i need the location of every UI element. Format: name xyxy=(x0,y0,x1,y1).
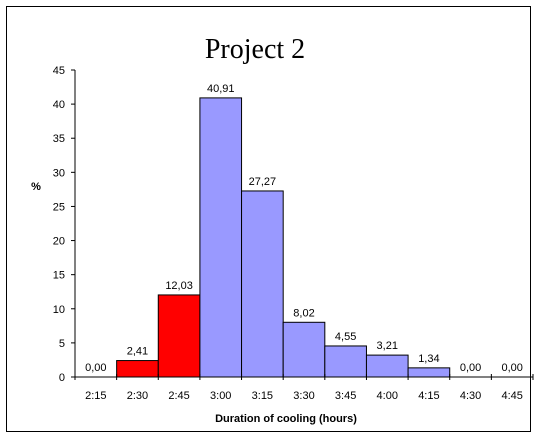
data-label: 4,55 xyxy=(335,331,356,343)
data-label: 0,00 xyxy=(85,362,106,374)
x-tick-label: 4:30 xyxy=(460,390,481,402)
labels-group: 0,00 2,41 12,03 40,91 27,27 8,02 4,55 3,21 1,34 0… xyxy=(85,83,523,374)
y-tick-label: 5 xyxy=(59,338,65,350)
data-label: 12,03 xyxy=(165,280,193,292)
bar-230 xyxy=(116,360,159,378)
y-tick-label: 30 xyxy=(53,167,65,179)
bar-415 xyxy=(407,367,451,378)
y-tick-label: 35 xyxy=(53,133,65,145)
bar-400 xyxy=(365,354,409,378)
y-tick-label: 15 xyxy=(53,270,65,282)
y-axis-label: % xyxy=(31,181,41,193)
bar-330 xyxy=(282,321,326,378)
y-tick-label: 10 xyxy=(53,304,65,316)
x-tick-label: 4:45 xyxy=(501,390,522,402)
data-label: 1,34 xyxy=(418,353,439,365)
y-tick-label: 20 xyxy=(53,236,65,248)
x-tick-label: 4:00 xyxy=(377,390,398,402)
y-tick-label: 40 xyxy=(53,99,65,111)
chart-title: Project 2 xyxy=(205,34,305,65)
data-label: 8,02 xyxy=(293,307,314,319)
bar-345 xyxy=(324,345,367,378)
data-label: 27,27 xyxy=(249,176,277,188)
bar-245 xyxy=(157,294,201,378)
x-tick-label: 3:00 xyxy=(210,390,231,402)
y-tick-label: 0 xyxy=(59,372,65,384)
x-tick-label: 3:30 xyxy=(293,390,314,402)
x-tick-label: 3:15 xyxy=(252,390,273,402)
bar-300 xyxy=(199,97,243,378)
bars-group xyxy=(116,97,451,378)
x-tick-label: 4:15 xyxy=(418,390,439,402)
axes-group: 0 5 10 15 20 25 30 35 40 45 2:15 2:30 2:45 3:00 3:15 3:… xyxy=(53,65,534,402)
x-tick-label: 3:45 xyxy=(335,390,356,402)
data-label: 40,91 xyxy=(207,83,235,95)
x-tick-label: 2:45 xyxy=(168,390,189,402)
data-label: 0,00 xyxy=(460,362,481,374)
data-label: 2,41 xyxy=(127,346,148,358)
data-label: 0,00 xyxy=(501,362,522,374)
x-tick-label: 2:15 xyxy=(85,390,106,402)
x-axis-label: Duration of cooling (hours) xyxy=(215,413,357,425)
y-tick-label: 25 xyxy=(53,201,65,213)
bar-315 xyxy=(241,190,284,378)
y-tick-label: 45 xyxy=(53,65,65,77)
data-label: 3,21 xyxy=(377,340,398,352)
x-tick-label: 2:30 xyxy=(127,390,148,402)
